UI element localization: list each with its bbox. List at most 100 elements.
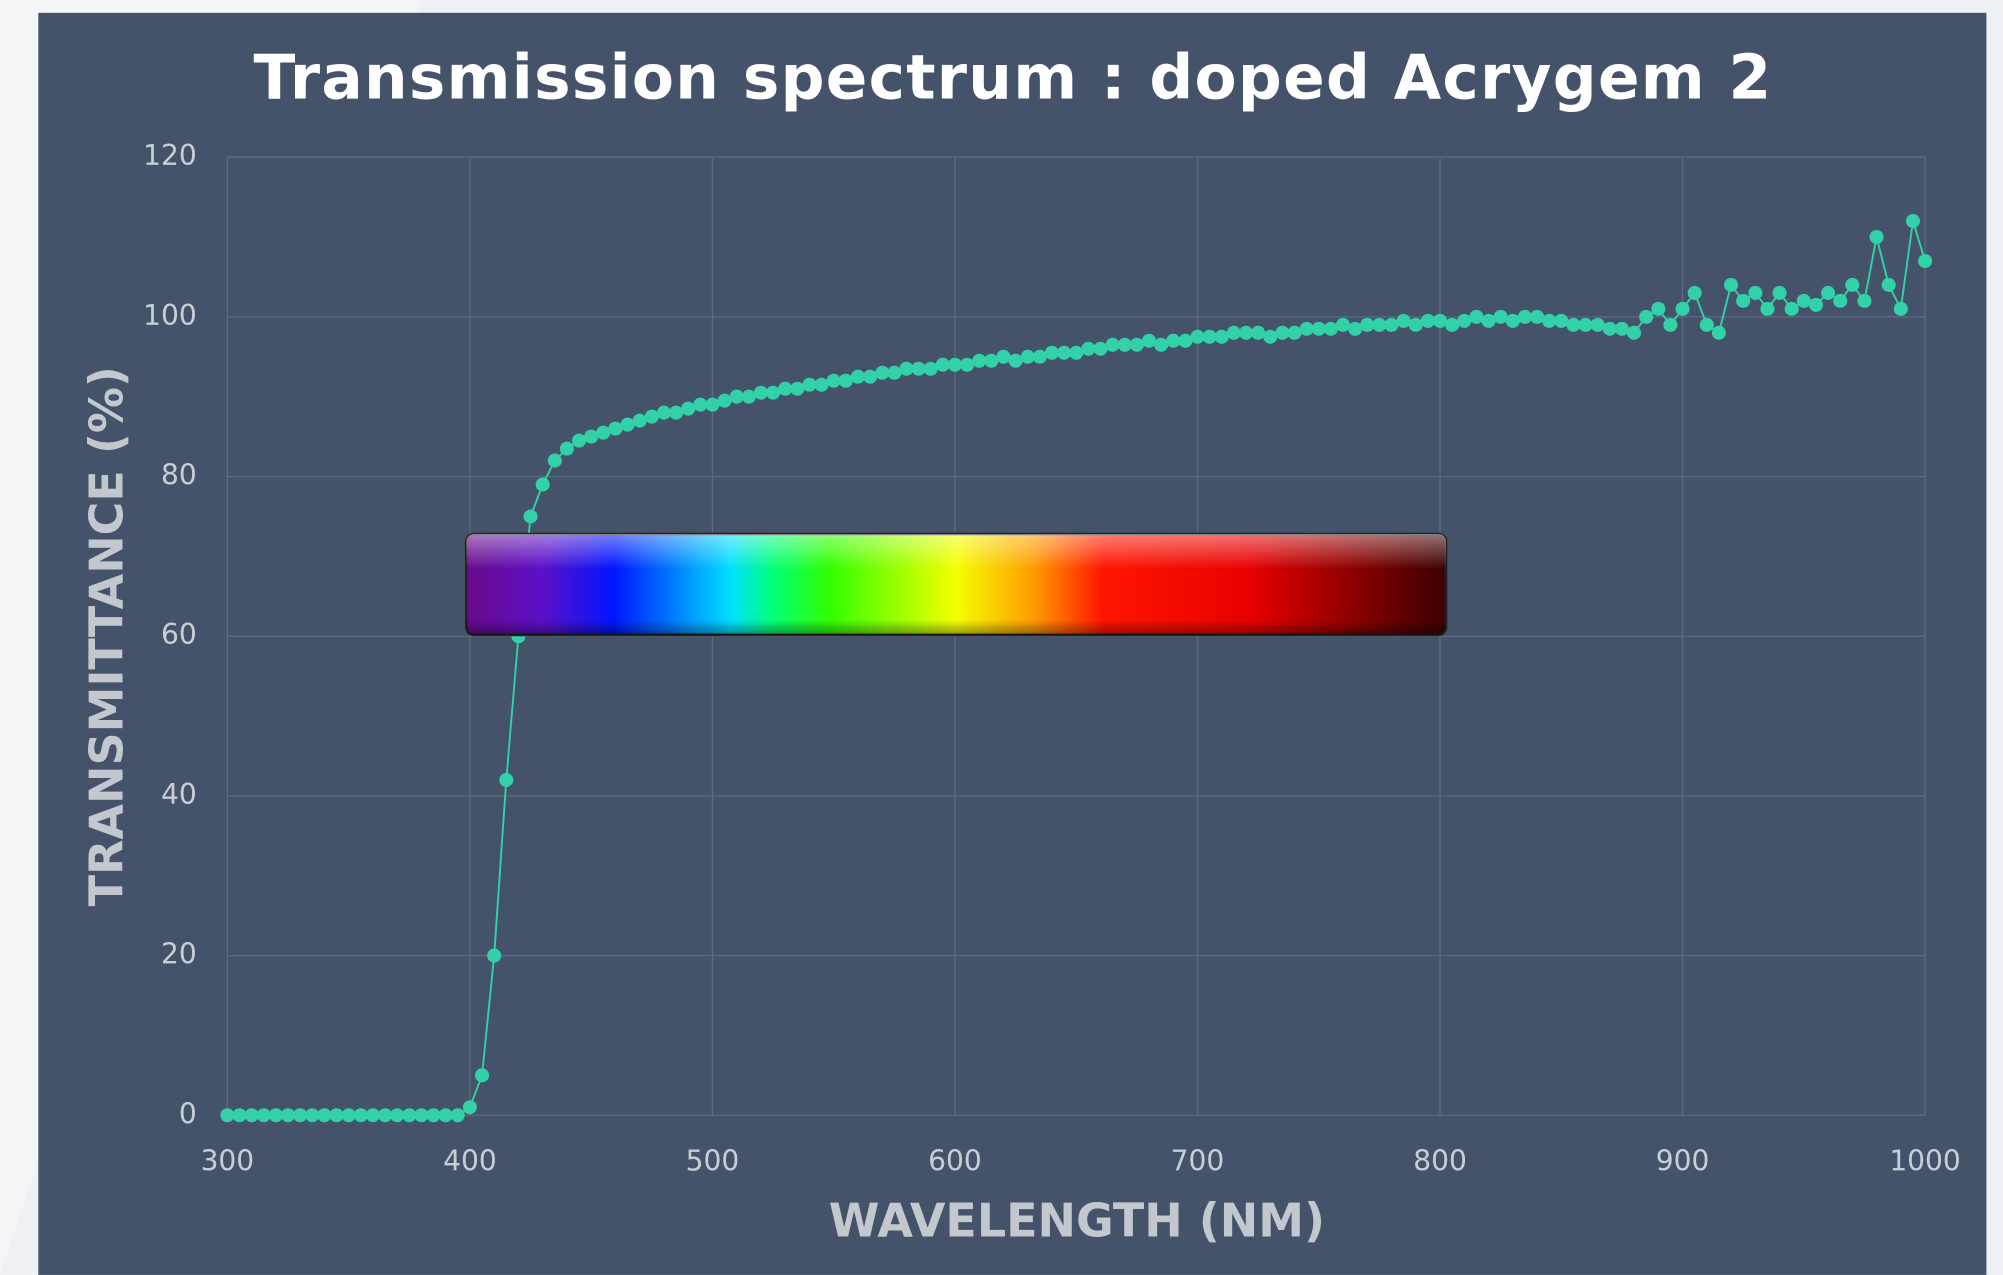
- data-point: [1724, 277, 1739, 292]
- data-point: [850, 369, 865, 384]
- data-point: [1251, 325, 1266, 340]
- data-point: [572, 433, 587, 448]
- data-point: [1554, 313, 1569, 328]
- data-point: [1445, 317, 1460, 332]
- y-tick-label: 120: [143, 139, 197, 172]
- data-point: [1784, 301, 1799, 316]
- data-point: [365, 1108, 380, 1123]
- x-axis-title: WAVELENGTH (NM): [829, 1193, 1325, 1247]
- data-point: [220, 1108, 235, 1123]
- data-point: [1530, 309, 1545, 324]
- data-point: [1202, 329, 1217, 344]
- data-point: [1214, 329, 1229, 344]
- data-point: [1069, 345, 1084, 360]
- data-point: [875, 365, 890, 380]
- data-point: [1808, 297, 1823, 312]
- data-point: [1663, 317, 1678, 332]
- x-tick-label: 600: [928, 1145, 982, 1178]
- data-point: [947, 357, 962, 372]
- data-point: [244, 1108, 259, 1123]
- data-point: [717, 393, 732, 408]
- data-point: [1736, 293, 1751, 308]
- data-point: [1542, 313, 1557, 328]
- x-tick-label: 900: [1656, 1145, 1710, 1178]
- data-point: [1881, 277, 1896, 292]
- data-point: [1263, 329, 1278, 344]
- data-point: [1918, 253, 1933, 269]
- data-point: [1639, 309, 1654, 324]
- x-tick-label: 700: [1171, 1145, 1225, 1178]
- data-point: [232, 1108, 247, 1123]
- data-point: [1457, 313, 1472, 328]
- data-point: [1711, 325, 1726, 340]
- data-point: [1238, 325, 1254, 340]
- data-point: [1348, 321, 1363, 336]
- data-point: [1299, 321, 1314, 336]
- data-point: [1154, 337, 1169, 352]
- data-point: [329, 1108, 344, 1123]
- data-point: [1360, 317, 1375, 332]
- data-point: [499, 772, 514, 787]
- data-point: [1105, 337, 1120, 352]
- data-point: [1833, 293, 1848, 308]
- data-point: [559, 441, 574, 456]
- data-point: [1687, 285, 1702, 300]
- data-point: [899, 361, 914, 376]
- x-tick-label: 800: [1413, 1145, 1467, 1178]
- data-point: [584, 429, 599, 444]
- data-point: [1566, 317, 1581, 332]
- data-point: [778, 381, 793, 396]
- data-point: [923, 361, 938, 376]
- data-point: [887, 365, 902, 380]
- data-point: [1602, 321, 1617, 336]
- x-tick-label: 500: [686, 1145, 740, 1178]
- data-point: [462, 1100, 477, 1115]
- data-point: [741, 389, 756, 404]
- y-tick-label: 60: [161, 618, 197, 651]
- data-point: [753, 385, 768, 400]
- data-point: [644, 409, 659, 424]
- data-point: [1020, 349, 1035, 364]
- data-point: [1517, 309, 1532, 324]
- data-point: [1372, 317, 1387, 332]
- spectrum-bar: [464, 532, 1448, 637]
- y-tick-label: 100: [143, 299, 197, 332]
- data-point: [972, 353, 987, 368]
- data-point: [1141, 333, 1157, 348]
- data-point: [1190, 329, 1205, 344]
- data-point: [487, 948, 502, 963]
- y-axis-title: TRANSMITTANCE (%): [79, 366, 133, 906]
- data-point: [984, 353, 999, 368]
- data-point: [802, 377, 817, 392]
- data-point: [681, 401, 696, 416]
- data-point: [1032, 349, 1047, 364]
- x-tick-label: 300: [201, 1145, 255, 1178]
- y-tick-label: 0: [179, 1097, 197, 1130]
- data-point: [814, 377, 829, 392]
- data-point: [1760, 301, 1775, 316]
- data-point: [608, 421, 623, 436]
- data-point: [1275, 325, 1290, 340]
- data-point: [414, 1108, 429, 1123]
- data-point: [1845, 277, 1860, 292]
- x-tick-label: 1000: [1889, 1145, 1961, 1178]
- y-tick-label: 20: [161, 938, 197, 971]
- data-point: [1675, 301, 1690, 316]
- data-point: [377, 1108, 393, 1123]
- data-point: [1869, 230, 1884, 245]
- data-point: [1335, 317, 1351, 332]
- data-point: [1384, 317, 1399, 332]
- data-point: [1117, 337, 1132, 352]
- data-point: [1408, 317, 1423, 332]
- data-point: [547, 453, 562, 468]
- data-point: [475, 1068, 490, 1083]
- data-point: [1469, 309, 1484, 324]
- data-point: [1493, 309, 1508, 324]
- data-point: [341, 1108, 356, 1123]
- data-point: [523, 509, 538, 524]
- data-point: [826, 373, 841, 388]
- data-point: [911, 361, 926, 376]
- data-point: [293, 1108, 308, 1123]
- data-point: [1905, 214, 1920, 229]
